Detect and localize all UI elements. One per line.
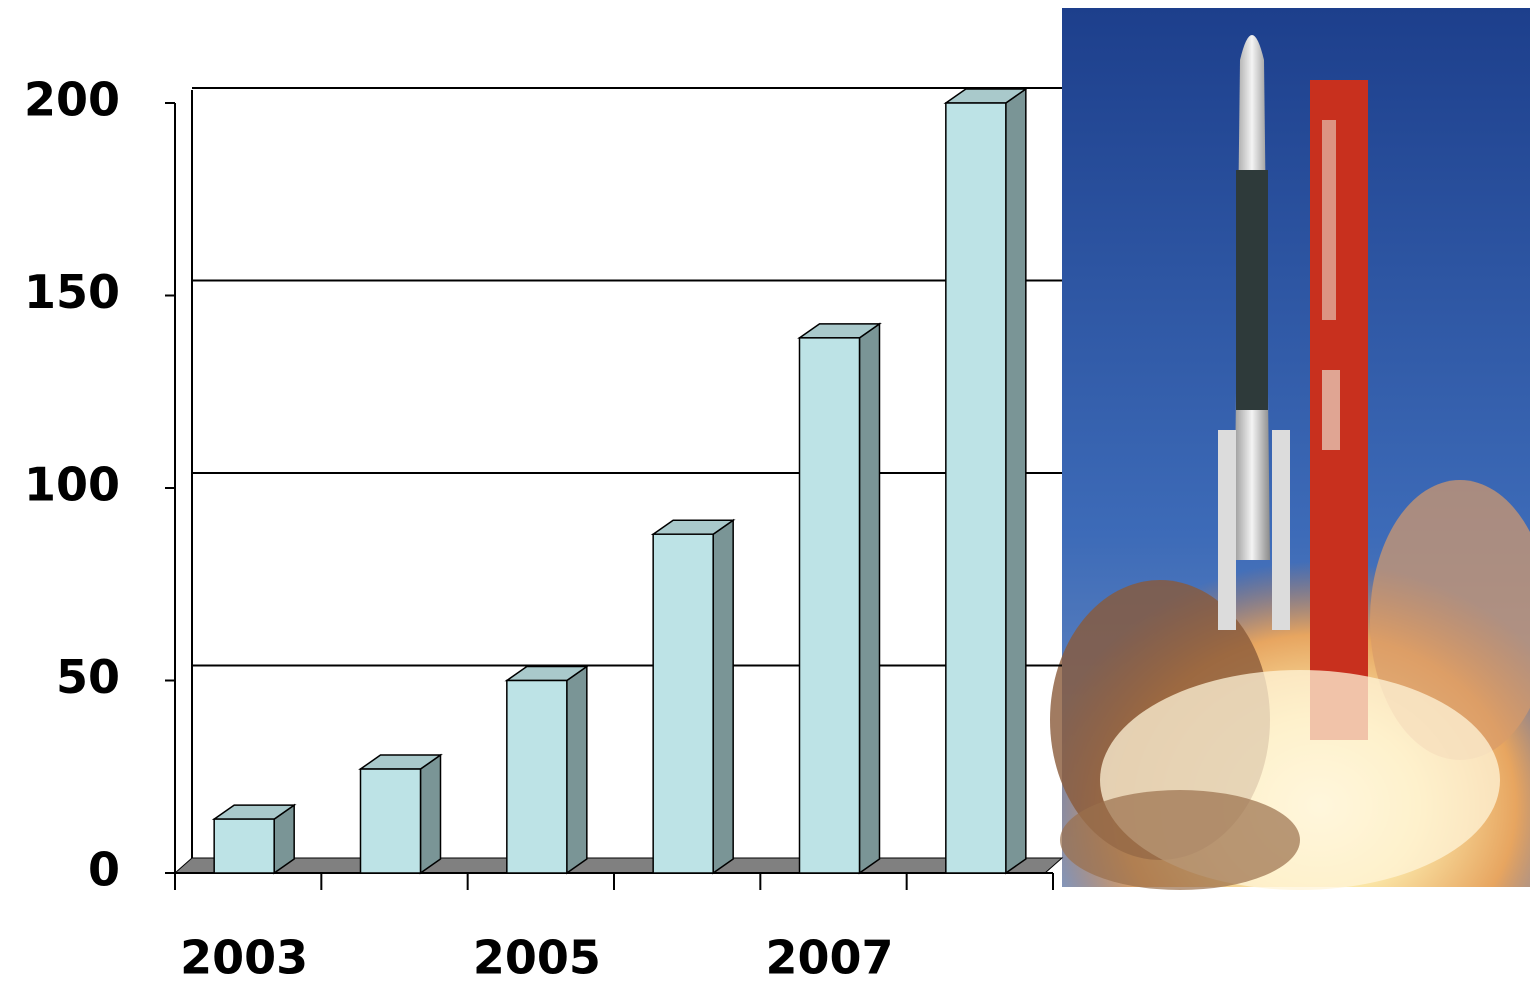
rocket-photo — [1050, 8, 1530, 890]
y-tick-label: 150 — [24, 265, 120, 319]
bar — [652, 533, 714, 874]
y-tick-label: 100 — [24, 458, 120, 512]
bar-side — [1005, 87, 1027, 875]
floor — [173, 857, 1064, 874]
bar — [359, 768, 422, 874]
bar-side — [712, 518, 734, 875]
bar-side — [566, 665, 588, 875]
x-tick-label: 2007 — [765, 931, 893, 985]
y-tick-label: 50 — [56, 650, 120, 704]
bar — [213, 818, 275, 874]
bar-side — [858, 322, 881, 875]
bar — [798, 337, 861, 874]
bar — [945, 102, 1007, 874]
y-tick-label: 0 — [88, 843, 120, 897]
x-tick-label: 2005 — [473, 931, 601, 985]
bar — [506, 679, 568, 874]
y-tick-label: 200 — [24, 73, 120, 127]
bar-side — [419, 753, 442, 875]
x-tick-label: 2003 — [180, 931, 308, 985]
